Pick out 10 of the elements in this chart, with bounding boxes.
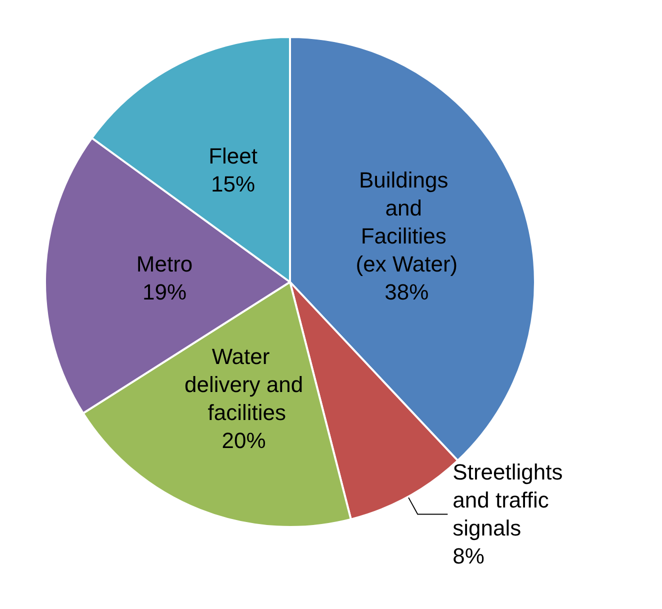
- slice-label: Water delivery and facilities: [184, 344, 304, 426]
- data-label: 19%: [142, 280, 187, 305]
- slice-label: Fleet: [208, 144, 258, 169]
- slice-label: Buildings and Facilities (ex Water): [356, 167, 458, 276]
- slice-label: Metro: [136, 252, 193, 277]
- slice-label: Streetlights and traffic signals: [452, 460, 569, 541]
- data-label: 38%: [384, 279, 429, 304]
- data-label: 20%: [222, 428, 266, 454]
- data-label: 15%: [211, 172, 256, 197]
- data-label: 8%: [452, 544, 484, 569]
